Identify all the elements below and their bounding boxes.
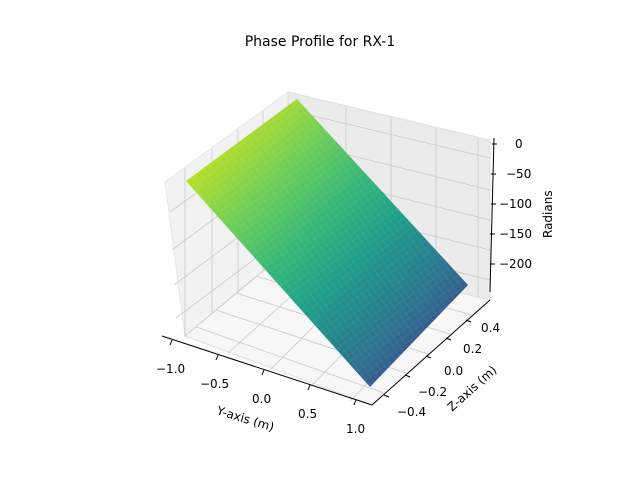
x-tick-label: 0.0: [252, 392, 271, 406]
y-tick-label: 0.4: [481, 321, 500, 335]
y-tick-label: −0.2: [418, 385, 447, 399]
x-axis-label: Y-axis (m): [214, 403, 276, 434]
x-tick-label: −0.5: [200, 377, 229, 391]
chart-title: Phase Profile for RX-1: [244, 34, 396, 50]
phase-surface: [186, 99, 468, 387]
y-tick-label: −0.4: [397, 405, 426, 419]
y-tick-label: 0.0: [444, 364, 463, 378]
z-tick-label: −50: [506, 167, 531, 181]
x-tick-label: 0.5: [298, 407, 317, 421]
x-tick-label: −1.0: [156, 362, 185, 376]
z-tick-label: −150: [499, 227, 532, 241]
z-tick-label: −200: [499, 257, 532, 271]
z-tick-label: 0: [515, 137, 523, 151]
y-tick-label: 0.2: [463, 342, 482, 356]
z-tick-label: −100: [499, 197, 532, 211]
z-axis-label: Radians: [541, 190, 555, 238]
x-tick-label: 1.0: [346, 422, 365, 436]
z-axis: 0 −50 −100 −150 −200 Radians: [489, 137, 555, 293]
